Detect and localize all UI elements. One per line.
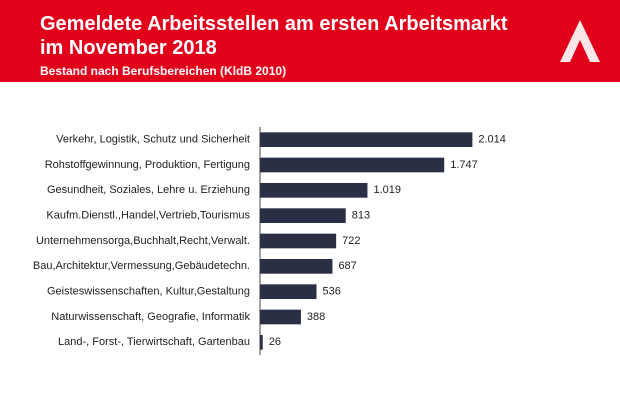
y-tick-label: Kaufm.Dienstl.,Handel,Vertrieb,Tourismus (46, 210, 250, 222)
header: Gemeldete Arbeitsstellen am ersten Arbei… (0, 0, 620, 82)
value-label: 1.747 (450, 159, 478, 171)
bar (260, 284, 317, 300)
bar (260, 208, 346, 224)
y-tick-label: Gesundheit, Soziales, Lehre u. Erziehung (47, 184, 250, 196)
value-label: 536 (323, 286, 341, 298)
value-label: 1.019 (373, 184, 401, 196)
logo (560, 20, 600, 62)
y-tick-label: Unternehmensorga,Buchhalt,Recht,Verwalt. (36, 235, 250, 247)
bar (260, 334, 263, 350)
chart-subtitle: Bestand nach Berufsbereichen (KldB 2010) (40, 64, 287, 78)
y-tick-label: Land-, Forst-, Tierwirtschaft, Gartenbau (58, 336, 250, 348)
bar (260, 309, 301, 325)
y-tick-label: Verkehr, Logistik, Schutz und Sicherheit (56, 134, 250, 146)
chart-title: Gemeldete Arbeitsstellen am ersten Arbei… (40, 13, 508, 59)
bar (260, 233, 337, 249)
bar (260, 182, 368, 198)
y-tick-label: Geisteswissenschaften, Kultur,Gestaltung (47, 286, 250, 298)
y-tick-label: Naturwissenschaft, Geografie, Informatik (51, 311, 250, 323)
value-label: 26 (269, 336, 281, 348)
bar (260, 132, 473, 148)
y-tick-label: Rohstoffgewinnung, Produktion, Fertigung (45, 159, 250, 171)
bar (260, 258, 333, 274)
value-label: 388 (307, 311, 325, 323)
value-label: 2.014 (478, 134, 506, 146)
value-label: 722 (342, 235, 360, 247)
value-label: 813 (352, 210, 370, 222)
y-tick-label: Bau,Architektur,Vermessung,Gebäudetechn. (33, 260, 250, 272)
value-label: 687 (338, 260, 356, 272)
bar (260, 157, 445, 173)
